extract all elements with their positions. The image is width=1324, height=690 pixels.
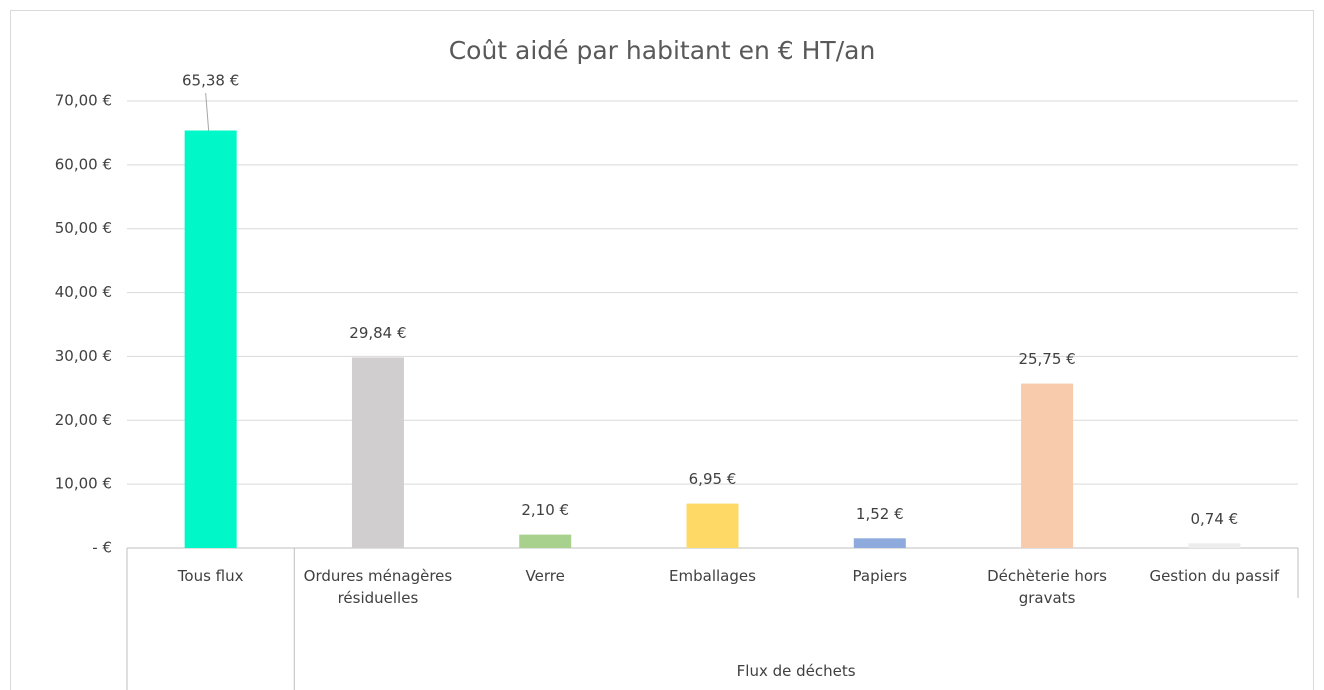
bar (1188, 543, 1241, 548)
x-tick-label: Papiers (852, 567, 908, 585)
y-tick-label: - € (92, 539, 112, 557)
x-tick-label: Emballages (669, 567, 756, 585)
y-tick-label: 20,00 € (55, 411, 112, 429)
chart-frame (10, 10, 1314, 690)
bar (184, 130, 237, 548)
y-tick-label: 10,00 € (55, 475, 112, 493)
x-tick-label: Ordures ménagères résiduelles (303, 567, 453, 607)
y-tick-label: 50,00 € (55, 219, 112, 237)
data-label: 6,95 € (689, 470, 737, 488)
x-tick-label: Tous flux (177, 567, 244, 585)
x-tick-label: Déchèterie hors gravats (987, 567, 1107, 607)
x-tick-label: Gestion du passif (1149, 567, 1280, 585)
chart-title: Coût aidé par habitant en € HT/an (449, 36, 876, 65)
bar (853, 538, 906, 548)
y-tick-label: 40,00 € (55, 283, 112, 301)
y-tick-label: 30,00 € (55, 347, 112, 365)
y-tick-label: 70,00 € (55, 92, 112, 110)
leader-line (205, 92, 210, 131)
data-label: 65,38 € (182, 72, 239, 90)
category-group-label: Flux de déchets (736, 662, 856, 680)
data-label: 25,75 € (1018, 350, 1075, 368)
data-label: 2,10 € (521, 501, 569, 519)
bar (351, 357, 404, 548)
data-label: 1,52 € (856, 505, 904, 523)
bar (519, 534, 572, 548)
y-tick-label: 60,00 € (55, 155, 112, 173)
data-label: 29,84 € (349, 324, 406, 342)
data-label: 0,74 € (1190, 510, 1238, 528)
bar (686, 503, 739, 548)
x-tick-label: Verre (525, 567, 565, 585)
bar (1021, 383, 1074, 548)
